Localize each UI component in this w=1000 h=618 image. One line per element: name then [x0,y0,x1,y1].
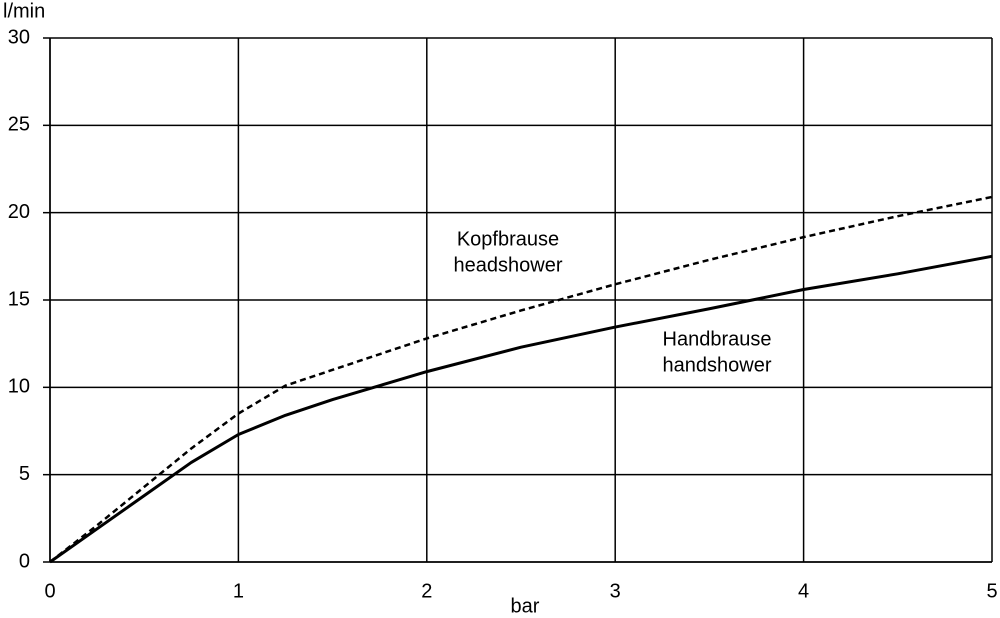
y-tick-label: 15 [8,288,30,310]
x-axis-label: bar [511,595,540,617]
x-tick-label: 5 [986,580,997,602]
y-tick-label: 0 [19,550,30,572]
y-tick-label: 10 [8,376,30,398]
x-tick-label: 1 [233,580,244,602]
annotation: Handbrause [663,328,772,350]
annotation: handshower [663,354,772,376]
annotation: headshower [454,254,563,276]
y-tick-label: 30 [8,26,30,48]
y-axis-label: l/min [3,0,45,22]
annotation: Kopfbrause [457,228,559,250]
y-tick-label: 20 [8,201,30,223]
x-tick-label: 3 [610,580,621,602]
x-tick-label: 4 [798,580,809,602]
y-tick-label: 25 [8,114,30,136]
x-tick-label: 2 [421,580,432,602]
y-tick-label: 5 [19,463,30,485]
series-line [49,195,993,563]
x-tick-label: 0 [44,580,55,602]
series-line [49,254,993,564]
